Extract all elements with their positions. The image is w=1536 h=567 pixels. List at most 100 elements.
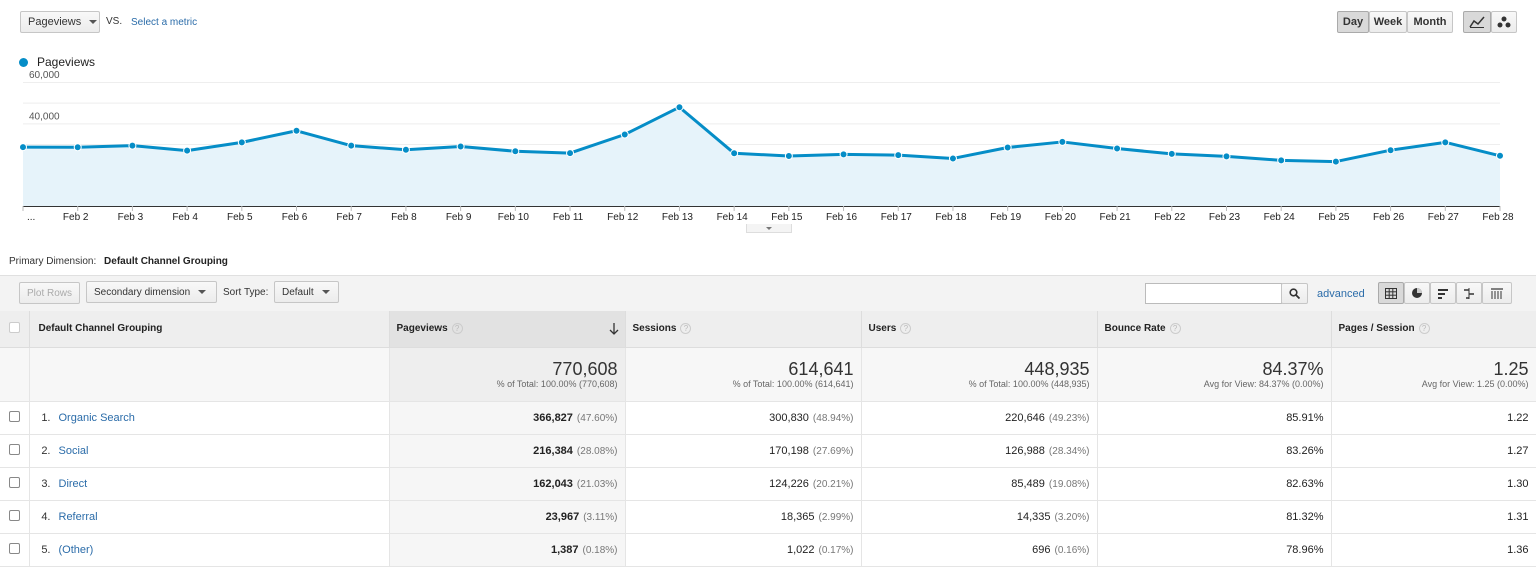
collapse-chart-tab[interactable]: [746, 224, 792, 233]
select-metric-link[interactable]: Select a metric: [131, 17, 198, 28]
chart-legend[interactable]: Pageviews: [19, 55, 95, 69]
total-pageviews: 770,608% of Total: 100.00% (770,608): [389, 347, 626, 402]
channel-table: Default Channel Grouping Pageviews? Sess…: [0, 311, 1536, 567]
x-tick-label: Feb 21: [1100, 212, 1132, 223]
pageviews-value: 1,387: [550, 543, 579, 556]
data-point: [1277, 156, 1286, 165]
data-point: [73, 143, 82, 152]
sessions-pct: (2.99%): [818, 511, 854, 523]
row-checkbox[interactable]: [8, 542, 20, 554]
table-row: 2. Social 216,384 (28.08%) 170,198 (27.69%)…: [0, 434, 1536, 468]
x-tick-label: Feb 28: [1482, 212, 1514, 223]
data-point: [183, 146, 192, 155]
week-button[interactable]: Week: [1369, 11, 1407, 33]
metric-select[interactable]: Pageviews: [20, 11, 100, 33]
help-icon[interactable]: ?: [680, 323, 692, 335]
select-all-cell[interactable]: [0, 311, 30, 348]
table-view-button[interactable]: [1378, 282, 1404, 304]
x-tick-label: Feb 13: [662, 212, 694, 223]
select-all-checkbox[interactable]: [8, 321, 20, 333]
pivot-view-button[interactable]: [1482, 282, 1512, 304]
row-checkbox[interactable]: [8, 509, 20, 521]
x-tick-label: Feb 27: [1428, 212, 1460, 223]
header-pages-session[interactable]: Pages / Session?: [1331, 311, 1536, 348]
users-pct: (28.34%): [1048, 445, 1090, 457]
header-users[interactable]: Users?: [861, 311, 1098, 348]
chevron-down-icon: [321, 290, 330, 294]
comparison-icon: [1464, 287, 1474, 299]
header-pages-session-label: Pages / Session: [1338, 323, 1415, 335]
comparison-view-button[interactable]: [1456, 282, 1482, 304]
channel-link[interactable]: Social: [58, 444, 89, 457]
total-sessions-sub: % of Total: 100.00% (614,641): [732, 379, 854, 389]
month-button[interactable]: Month: [1407, 11, 1453, 33]
header-sessions[interactable]: Sessions?: [625, 311, 862, 348]
total-pages-session-value: 1.25: [1493, 359, 1529, 379]
data-point: [1496, 151, 1504, 160]
performance-view-button[interactable]: [1430, 282, 1456, 304]
bounce-rate-value: 82.63%: [1286, 477, 1324, 490]
help-icon[interactable]: ?: [900, 323, 912, 335]
sessions-value: 1,022: [786, 543, 815, 556]
total-sessions-value: 614,641: [788, 359, 854, 379]
header-channel[interactable]: Default Channel Grouping: [29, 311, 390, 348]
channel-link[interactable]: Organic Search: [58, 411, 135, 424]
header-bounce-rate[interactable]: Bounce Rate?: [1097, 311, 1332, 348]
channel-link[interactable]: Referral: [58, 510, 98, 523]
data-point: [1441, 138, 1450, 147]
total-pageviews-sub: % of Total: 100.00% (770,608): [496, 379, 618, 389]
pageviews-pct: (0.18%): [582, 544, 618, 556]
bar-list-icon: [1438, 288, 1448, 299]
table-search-input[interactable]: [1145, 283, 1282, 304]
sort-type-value: Default: [282, 286, 314, 298]
line-chart-button[interactable]: [1463, 11, 1491, 33]
users-value: 696: [1032, 543, 1051, 556]
header-channel-label: Default Channel Grouping: [38, 323, 163, 335]
header-pageviews[interactable]: Pageviews?: [389, 311, 626, 348]
plot-rows-button[interactable]: Plot Rows: [19, 282, 80, 304]
y-tick-label: 40,000: [29, 111, 60, 122]
x-tick-label: Feb 5: [227, 212, 253, 223]
table-row: 1. Organic Search 366,827 (47.60%) 300,830…: [0, 401, 1536, 435]
help-icon[interactable]: ?: [1418, 323, 1430, 335]
line-chart-icon: [1469, 16, 1485, 28]
row-checkbox[interactable]: [8, 410, 20, 422]
channel-link[interactable]: Direct: [58, 477, 88, 490]
total-bounce-rate-sub: Avg for View: 84.37% (0.00%): [1203, 379, 1324, 389]
row-number: 3.: [41, 477, 51, 490]
chevron-down-icon: [198, 290, 207, 294]
sort-type-select[interactable]: Default: [274, 281, 339, 303]
row-checkbox[interactable]: [8, 476, 20, 488]
header-bounce-rate-label: Bounce Rate: [1104, 323, 1166, 335]
x-tick-label: Feb 25: [1318, 212, 1350, 223]
total-pages-session: 1.25 Avg for View: 1.25 (0.00%): [1331, 347, 1536, 402]
channel-link[interactable]: (Other): [58, 543, 94, 556]
primary-dimension-value[interactable]: Default Channel Grouping: [104, 256, 228, 267]
bounce-rate-value: 85.91%: [1286, 411, 1324, 424]
pageviews-value: 23,967: [545, 510, 580, 523]
total-pages-session-sub: Avg for View: 1.25 (0.00%): [1421, 379, 1529, 389]
header-pageviews-label: Pageviews: [396, 323, 448, 335]
pie-view-button[interactable]: [1404, 282, 1430, 304]
x-tick-label: Feb 11: [553, 212, 584, 223]
search-button[interactable]: [1281, 283, 1308, 304]
total-bounce-rate: 84.37% Avg for View: 84.37% (0.00%): [1097, 347, 1332, 402]
motion-chart-button[interactable]: [1491, 11, 1517, 33]
grid-icon: [1385, 287, 1397, 299]
series-area: [23, 107, 1500, 206]
help-icon[interactable]: ?: [451, 323, 463, 335]
sessions-pct: (48.94%): [812, 412, 854, 424]
data-point: [566, 149, 575, 158]
data-point: [456, 142, 465, 151]
sessions-value: 124,226: [769, 477, 809, 490]
help-icon[interactable]: ?: [1169, 323, 1181, 335]
total-users: 448,935% of Total: 100.00% (448,935): [861, 347, 1098, 402]
advanced-link[interactable]: advanced: [1317, 288, 1365, 300]
x-tick-label: Feb 20: [1045, 212, 1077, 223]
sessions-value: 18,365: [780, 510, 815, 523]
row-checkbox[interactable]: [8, 443, 20, 455]
day-button[interactable]: Day: [1337, 11, 1369, 33]
x-tick-label: Feb 14: [717, 212, 749, 223]
secondary-dimension-select[interactable]: Secondary dimension: [86, 281, 217, 303]
